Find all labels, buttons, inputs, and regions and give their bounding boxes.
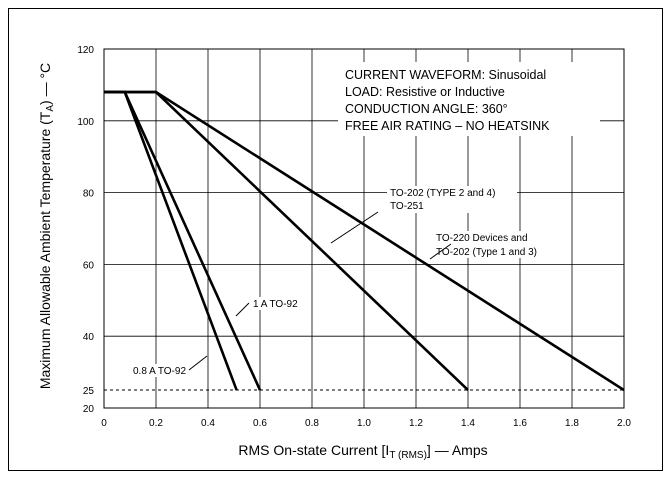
x-tick-label: 1.0: [357, 418, 371, 429]
notes-box-background: [338, 62, 600, 136]
annotation-1a-to92: 1 A TO-92: [253, 299, 298, 310]
note-waveform: CURRENT WAVEFORM: Sinusoidal: [345, 68, 546, 82]
x-tick-label: 1.6: [513, 418, 527, 429]
series-line-2: [104, 90, 469, 391]
y-tick-label: 80: [83, 189, 95, 200]
x-tick-label: 0.6: [253, 418, 267, 429]
x-tick-label: 0: [101, 418, 107, 429]
x-axis-title: RMS On-state Current [IT (RMS)] — Amps: [238, 442, 487, 461]
series-group: [104, 90, 625, 392]
x-tick-label: 0.2: [149, 418, 163, 429]
y-axis-title: Maximum Allowable Ambient Temperature (T…: [37, 63, 56, 389]
y-tick-label: 60: [83, 260, 95, 271]
x-tick-label: 1.4: [461, 418, 475, 429]
annotation-to220-line2: TO-202 (Type 1 and 3): [436, 247, 537, 258]
y-tick-labels: 20 25 40 60 80 100 120: [77, 45, 94, 415]
annotation-to220-line1: TO-220 Devices and: [436, 233, 528, 244]
x-tick-label: 0.4: [201, 418, 215, 429]
note-load: LOAD: Resistive or Inductive: [345, 85, 505, 99]
x-tick-label: 1.2: [409, 418, 423, 429]
y-tick-label: 20: [83, 404, 95, 415]
leader-08a: [188, 355, 208, 371]
leader-1a: [235, 302, 250, 317]
leader-to220: [429, 243, 452, 260]
annotation-bg-08a: [130, 364, 190, 377]
note-free-air: FREE AIR RATING – NO HEATSINK: [345, 119, 550, 133]
leader-to202: [330, 211, 379, 244]
annotation-bg-to220: [433, 231, 551, 258]
x-tick-label: 2.0: [617, 418, 631, 429]
annotation-08a-to92: 0.8 A TO-92: [133, 366, 186, 377]
x-tick-label: 0.8: [305, 418, 319, 429]
y-tick-label: 120: [77, 45, 94, 56]
annotation-to202-line2: TO-251: [390, 201, 424, 212]
annotation-to202-line1: TO-202 (TYPE 2 and 4): [390, 188, 495, 199]
x-tick-labels: 0 0.2 0.4 0.6 0.8 1.0 1.2 1.4 1.6 1.8 2.0: [101, 418, 631, 429]
annotation-bg-1a: [251, 297, 301, 310]
y-tick-label: 40: [83, 332, 95, 343]
series-line-3: [104, 90, 625, 392]
annotation-bg-to202: [387, 186, 517, 213]
x-tick-label: 1.8: [565, 418, 579, 429]
note-conduction-angle: CONDUCTION ANGLE: 360°: [345, 102, 508, 116]
y-tick-label: 25: [83, 386, 95, 397]
series-line-0: [104, 90, 238, 391]
y-tick-label: 100: [77, 117, 94, 128]
